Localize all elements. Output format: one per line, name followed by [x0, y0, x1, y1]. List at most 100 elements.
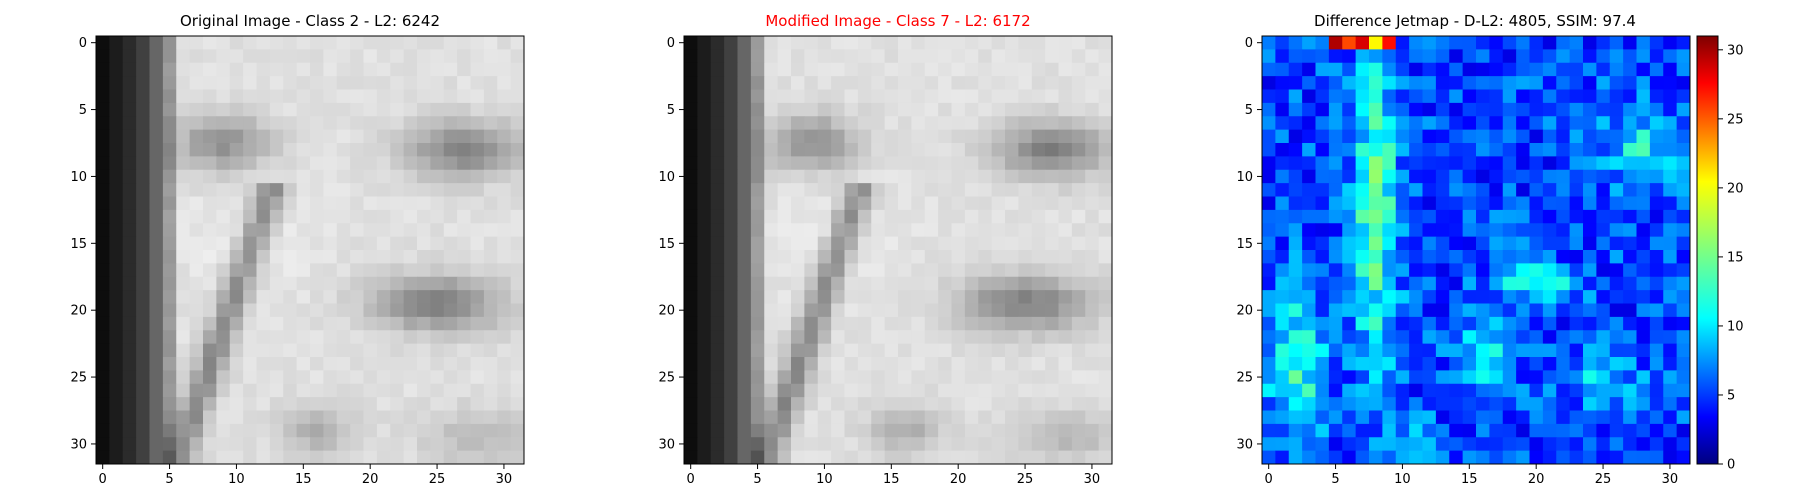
heatmap-cell [350, 62, 364, 77]
heatmap-cell [1302, 450, 1316, 465]
heatmap-cell [376, 209, 391, 224]
heatmap-cell [898, 236, 912, 251]
heatmap-cell [1623, 250, 1637, 264]
axes-frame-original [95, 35, 525, 465]
heatmap-cell [1315, 357, 1330, 371]
heatmap-cell [1636, 116, 1651, 131]
heatmap-cell [1342, 129, 1357, 144]
heatmap-cell [991, 209, 1006, 224]
heatmap-cell [510, 276, 525, 291]
heatmap-cell [684, 183, 698, 197]
heatmap-cell [296, 62, 311, 77]
heatmap-cell [924, 397, 939, 411]
heatmap-cell [791, 276, 805, 291]
heatmap-cell [1462, 102, 1477, 117]
heatmap-cell [857, 143, 872, 157]
heatmap-cell [1676, 169, 1691, 184]
heatmap-cell [697, 169, 712, 184]
heatmap-cell [1516, 116, 1530, 131]
heatmap-cell [710, 303, 725, 318]
heatmap-cell [510, 156, 525, 171]
heatmap-cell [443, 357, 458, 371]
heatmap-cell [149, 437, 164, 452]
heatmap-cell [991, 49, 1006, 64]
heatmap-cell [1516, 143, 1530, 157]
heatmap-cell [417, 236, 431, 251]
x-tick-label: 15 [1461, 472, 1478, 487]
heatmap-cell [817, 129, 832, 144]
heatmap-cell [884, 290, 899, 304]
heatmap-cell [1098, 76, 1113, 90]
heatmap-cell [1031, 330, 1046, 345]
heatmap-cell [817, 49, 832, 64]
heatmap-cell [1031, 263, 1046, 278]
heatmap-cell [1476, 223, 1490, 238]
heatmap-cell [376, 129, 391, 144]
heatmap-cell [750, 250, 765, 264]
heatmap-cell [1583, 383, 1597, 398]
heatmap-cell [1005, 102, 1019, 117]
heatmap-cell [216, 236, 231, 251]
heatmap-cell [176, 437, 191, 452]
heatmap-cell [189, 62, 204, 77]
heatmap-cell [1355, 89, 1370, 104]
heatmap-cell [1085, 250, 1100, 264]
heatmap-cell [777, 89, 792, 104]
heatmap-cell [938, 316, 952, 331]
heatmap-cell [189, 169, 204, 184]
heatmap-cell [1422, 263, 1437, 278]
heatmap-cell [1275, 36, 1290, 50]
heatmap-cell [1542, 183, 1557, 197]
heatmap-cell [497, 437, 512, 452]
heatmap-cell [1328, 343, 1343, 358]
heatmap-cell [483, 169, 498, 184]
heatmap-cell [804, 263, 819, 278]
heatmap-cell [724, 76, 738, 90]
x-tick-label: 10 [228, 472, 245, 487]
heatmap-cell [1435, 169, 1450, 184]
heatmap-cell [430, 156, 445, 171]
heatmap-cell [1663, 129, 1678, 144]
heatmap-cell [1569, 383, 1584, 398]
heatmap-cell [871, 450, 886, 465]
heatmap-cell [1569, 316, 1584, 331]
y-tick-label: 20 [1236, 304, 1253, 319]
heatmap-cell [898, 410, 912, 425]
heatmap-cell [911, 36, 926, 50]
heatmap-cell [1596, 116, 1611, 131]
heatmap-cell [1462, 303, 1477, 318]
heatmap-cell [1569, 397, 1584, 411]
heatmap-cell [1262, 423, 1276, 438]
heatmap-cell [176, 330, 191, 345]
heatmap-cell [764, 183, 779, 197]
heatmap-cell [1529, 183, 1544, 197]
heatmap-cell [1005, 370, 1019, 385]
heatmap-cell [750, 196, 765, 211]
heatmap-cell [1302, 62, 1316, 77]
heatmap-cell [149, 49, 164, 64]
heatmap-cell [1005, 156, 1019, 171]
heatmap-cell [1302, 303, 1316, 318]
heatmap-cell [911, 263, 926, 278]
heatmap-cell [1328, 370, 1343, 385]
heatmap-cell [470, 196, 485, 211]
heatmap-cell [1005, 116, 1019, 131]
heatmap-cell [443, 102, 458, 117]
heatmap-cell [96, 49, 110, 64]
heatmap-cell [497, 183, 512, 197]
heatmap-cell [323, 169, 338, 184]
heatmap-cell [911, 76, 926, 90]
heatmap-cell [1031, 397, 1046, 411]
heatmap-cell [978, 143, 993, 157]
heatmap-cell [1636, 450, 1651, 465]
heatmap-cell [1262, 370, 1276, 385]
heatmap-cell [764, 343, 779, 358]
heatmap-cell [1542, 236, 1557, 251]
heatmap-cell [844, 143, 859, 157]
heatmap-cell [1569, 129, 1584, 144]
heatmap-cell [122, 129, 137, 144]
heatmap-cell [510, 143, 525, 157]
heatmap-cell [697, 343, 712, 358]
heatmap-cell [938, 397, 952, 411]
